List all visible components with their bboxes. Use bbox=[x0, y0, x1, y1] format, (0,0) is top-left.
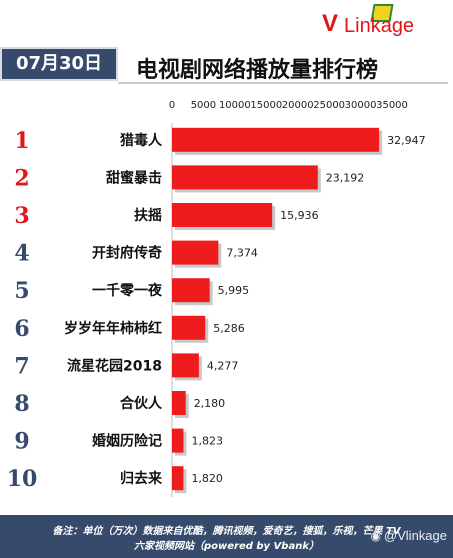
x-tick-label: 25000 bbox=[313, 100, 345, 111]
x-tick-label: 20000 bbox=[282, 100, 314, 111]
watermark-text: @Vlinkage bbox=[383, 528, 447, 543]
category-label: 甜蜜暴击 bbox=[106, 169, 162, 186]
rank-number: 2 bbox=[14, 165, 29, 191]
category-label: 开封府传奇 bbox=[92, 245, 162, 262]
category-label: 扶摇 bbox=[134, 207, 162, 224]
rank-number: 7 bbox=[14, 353, 29, 379]
rank-number: 4 bbox=[14, 241, 29, 267]
rank-number: 5 bbox=[14, 278, 29, 304]
x-tick-label: 5000 bbox=[191, 100, 216, 111]
rank-number: 3 bbox=[14, 203, 29, 229]
chart-title: 电视剧网络播放量排行榜 bbox=[136, 58, 379, 83]
value-label: 1,823 bbox=[191, 435, 223, 448]
footer-note: 备注：单位（万次）数据来自优酷，腾讯视频，爱奇艺，搜狐，乐视，芒果 TV 六家视… bbox=[0, 515, 453, 558]
bar-chart: 0 5000 10000 15000 20000 25000 30000 35000 1 猎毒人 3… bbox=[7, 100, 426, 497]
logo-letter-v: V bbox=[322, 10, 339, 37]
footer-note-line-1: 备注：单位（万次）数据来自优酷，腾讯视频，爱奇艺，搜狐，乐视，芒果 TV bbox=[52, 526, 401, 537]
value-label: 23,192 bbox=[326, 171, 365, 184]
footer-note-line-2: 六家视频网站（powered by Vbank） bbox=[134, 541, 319, 552]
value-label: 1,820 bbox=[191, 472, 223, 485]
x-tick-label: 15000 bbox=[250, 100, 282, 111]
weibo-watermark: ◉ @Vlinkage bbox=[370, 528, 447, 543]
weibo-icon: ◉ bbox=[370, 529, 381, 543]
bar bbox=[172, 165, 318, 190]
x-tick-label: 30000 bbox=[345, 100, 377, 111]
value-label: 7,374 bbox=[226, 247, 258, 260]
rank-number: 9 bbox=[14, 429, 29, 455]
logo-wordmark: Linkage bbox=[344, 15, 415, 37]
category-label: 流星花园2018 bbox=[67, 357, 162, 374]
category-label: 归去来 bbox=[120, 470, 163, 487]
rank-number: 8 bbox=[14, 391, 29, 417]
bar bbox=[172, 428, 184, 453]
category-label: 岁岁年年柿柿红 bbox=[64, 320, 162, 337]
x-tick-label: 35000 bbox=[376, 100, 408, 111]
bar bbox=[172, 203, 273, 227]
bar bbox=[172, 127, 380, 152]
value-label: 5,995 bbox=[218, 284, 250, 297]
bar bbox=[172, 391, 186, 415]
value-label: 2,180 bbox=[194, 397, 226, 410]
date-badge: 07月30日 bbox=[0, 47, 118, 81]
title-underline bbox=[118, 82, 448, 84]
bar bbox=[172, 240, 219, 265]
bar bbox=[172, 353, 199, 378]
vlinkage-logo: V Linkage bbox=[322, 4, 446, 40]
x-tick-label: 10000 bbox=[219, 100, 251, 111]
value-label: 5,286 bbox=[213, 322, 245, 335]
rank-number: 10 bbox=[7, 466, 38, 492]
value-label: 32,947 bbox=[387, 134, 426, 147]
bar bbox=[172, 315, 206, 340]
value-label: 15,936 bbox=[280, 209, 319, 222]
category-label: 猎毒人 bbox=[120, 132, 163, 149]
category-label: 合伙人 bbox=[120, 395, 163, 412]
x-tick-label: 0 bbox=[169, 100, 175, 111]
value-label: 4,277 bbox=[207, 359, 239, 372]
bar bbox=[172, 278, 210, 303]
rank-number: 1 bbox=[14, 128, 29, 154]
category-label: 婚姻历险记 bbox=[92, 433, 162, 450]
category-label: 一千零一夜 bbox=[92, 282, 163, 299]
bar bbox=[172, 466, 184, 491]
rank-number: 6 bbox=[14, 316, 29, 342]
